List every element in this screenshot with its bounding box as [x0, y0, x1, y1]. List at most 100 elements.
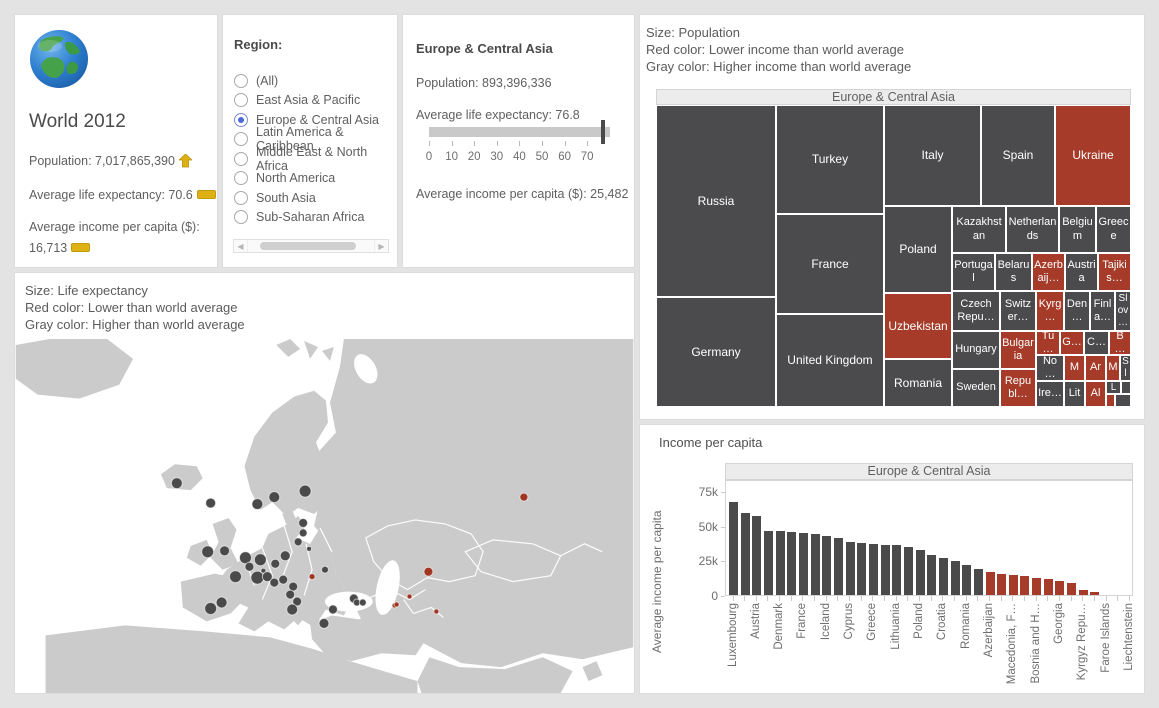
treemap-cell-turkey[interactable]: Turkey [776, 105, 884, 214]
bar-iceland[interactable] [822, 536, 831, 595]
bar-georgia[interactable] [1055, 581, 1064, 595]
radio-icon[interactable] [234, 152, 248, 166]
country-dot-gray[interactable] [279, 575, 288, 584]
country-dot-gray[interactable] [230, 571, 242, 583]
treemap-cell-russia[interactable]: Russia [656, 105, 776, 297]
country-dot-gray[interactable] [251, 571, 264, 584]
country-dot-gray[interactable] [254, 554, 266, 566]
country-dot-gray[interactable] [216, 597, 227, 608]
bar-lithuania[interactable] [892, 545, 901, 595]
radio-icon[interactable] [234, 132, 248, 146]
bar-country[interactable] [811, 534, 820, 595]
treemap-cell-united-kingdom[interactable]: United Kingdom [776, 314, 884, 407]
bar-country[interactable] [1044, 579, 1053, 595]
radio-icon[interactable] [234, 171, 248, 185]
bar-luxembourg[interactable] [729, 502, 738, 595]
bar-country[interactable] [857, 543, 866, 595]
country-dot-gray[interactable] [271, 559, 280, 568]
country-dot-gray[interactable] [359, 599, 366, 606]
bar-country[interactable] [1020, 576, 1029, 595]
country-dot-red[interactable] [407, 594, 412, 599]
bar-country[interactable] [904, 547, 913, 596]
treemap-cell[interactable] [1121, 381, 1131, 394]
country-dot-gray[interactable] [322, 566, 329, 573]
region-scrollbar[interactable]: ◀ ▶ [233, 239, 389, 253]
treemap-cell-republ[interactable]: Republ… [1000, 369, 1036, 407]
country-dot-gray[interactable] [202, 546, 214, 558]
country-dot-gray[interactable] [294, 538, 302, 546]
bar-country[interactable] [951, 561, 960, 595]
treemap-cell-czech-repu[interactable]: Czech Repu… [952, 291, 1000, 331]
radio-icon[interactable] [234, 74, 248, 88]
country-dot-gray[interactable] [252, 499, 263, 510]
bar-macedonia-f[interactable] [1009, 575, 1018, 595]
bar-country[interactable] [927, 555, 936, 595]
bar-bosnia-and-h[interactable] [1032, 578, 1041, 596]
treemap-cell-lit[interactable]: Lit [1064, 381, 1085, 407]
treemap-cell-belgium[interactable]: Belgium [1059, 206, 1096, 253]
bar-country[interactable] [741, 513, 750, 595]
country-dot-gray[interactable] [299, 518, 308, 527]
treemap-cell-france[interactable]: France [776, 214, 884, 314]
country-dot-gray[interactable] [319, 618, 329, 628]
country-dot-gray[interactable] [269, 492, 280, 503]
treemap-cell-switzer[interactable]: Switzer… [1000, 291, 1036, 331]
bar-azerbaijan[interactable] [986, 572, 995, 595]
region-option-east-asia-pacific[interactable]: East Asia & Pacific [234, 91, 391, 111]
treemap-cell-hungary[interactable]: Hungary [952, 331, 1000, 369]
treemap-cell-romania[interactable]: Romania [884, 359, 952, 407]
country-dot-red[interactable] [434, 609, 439, 614]
region-option-middle-east-north-africa[interactable]: Middle East & North Africa [234, 149, 391, 169]
bar-denmark[interactable] [776, 531, 785, 595]
treemap-cell-l[interactable]: L [1106, 381, 1121, 394]
treemap-cell-m[interactable]: M [1064, 355, 1085, 381]
treemap-cell[interactable] [1106, 394, 1115, 407]
treemap-cell-austria[interactable]: Austria [1065, 253, 1098, 291]
treemap-cell-b[interactable]: B… [1109, 331, 1131, 355]
bar-country[interactable] [1067, 583, 1076, 595]
treemap-cell-al[interactable]: Al [1085, 381, 1106, 407]
treemap-cell-m[interactable]: M [1106, 355, 1120, 381]
treemap-cell-netherlands[interactable]: Netherlands [1006, 206, 1059, 253]
treemap-cell-den[interactable]: Den… [1064, 291, 1090, 331]
treemap-cell-ar[interactable]: Ar [1085, 355, 1106, 381]
bar-country[interactable] [881, 545, 890, 595]
treemap-cell-portugal[interactable]: Portugal [952, 253, 995, 291]
treemap-cell-g[interactable]: G… [1060, 331, 1084, 355]
country-dot-gray[interactable] [299, 529, 307, 537]
bar-greece[interactable] [869, 544, 878, 595]
treemap-cell-belarus[interactable]: Belarus [995, 253, 1032, 291]
country-dot-red[interactable] [520, 493, 528, 501]
scrollbar-thumb[interactable] [260, 242, 356, 250]
treemap-cell[interactable] [1115, 394, 1131, 407]
treemap-cell-poland[interactable]: Poland [884, 206, 952, 293]
treemap-cell-greece[interactable]: Greece [1096, 206, 1131, 253]
treemap-cell-c[interactable]: C… [1084, 331, 1109, 355]
treemap-cell-spain[interactable]: Spain [981, 105, 1055, 206]
bar-austria[interactable] [752, 516, 761, 595]
radio-selected-icon[interactable] [234, 113, 248, 127]
bar-country[interactable] [834, 538, 843, 595]
country-dot-gray[interactable] [220, 546, 230, 556]
radio-icon[interactable] [234, 93, 248, 107]
scroll-right-button[interactable]: ▶ [374, 240, 388, 252]
treemap-cell-italy[interactable]: Italy [884, 105, 981, 206]
treemap-cell-slov[interactable]: Slov… [1115, 291, 1131, 331]
bar-country[interactable] [974, 569, 983, 595]
country-dot-gray[interactable] [328, 605, 337, 614]
country-dot-gray[interactable] [206, 498, 216, 508]
treemap-cell-kazakhstan[interactable]: Kazakhstan [952, 206, 1006, 253]
country-dot-gray[interactable] [205, 603, 217, 615]
radio-icon[interactable] [234, 191, 248, 205]
treemap-cell-uzbekistan[interactable]: Uzbekistan [884, 293, 952, 359]
treemap-cell-sl[interactable]: Sl [1120, 355, 1131, 381]
region-option-south-asia[interactable]: South Asia [234, 188, 391, 208]
treemap-cell-sweden[interactable]: Sweden [952, 369, 1000, 407]
country-dot-gray[interactable] [307, 546, 312, 551]
bar-cyprus[interactable] [846, 542, 855, 595]
country-dot-gray[interactable] [171, 478, 182, 489]
treemap-cell-ukraine[interactable]: Ukraine [1055, 105, 1131, 206]
country-dot-gray[interactable] [286, 590, 295, 599]
country-dot-gray[interactable] [287, 604, 298, 615]
country-dot-red[interactable] [394, 602, 399, 607]
